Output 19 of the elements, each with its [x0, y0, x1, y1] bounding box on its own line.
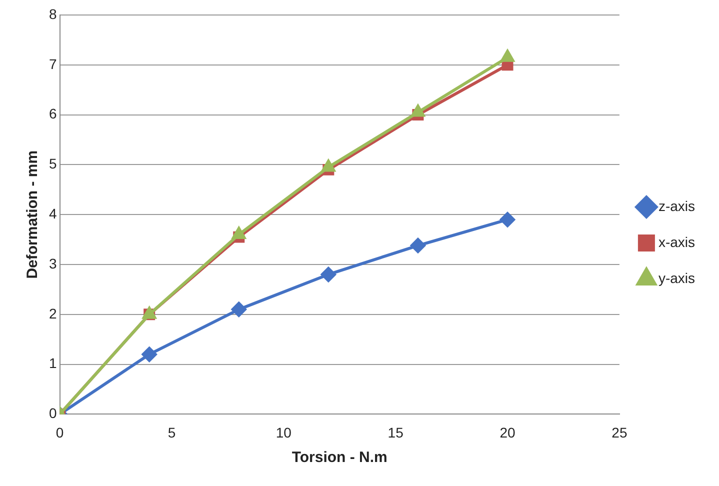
y-tick-label: 2	[48, 305, 57, 322]
y-tick-label: 4	[48, 205, 57, 222]
x-axis-title: Torsion - N.m	[292, 449, 388, 466]
y-tick-label: 8	[48, 6, 57, 22]
x-tick-label: 25	[612, 424, 628, 440]
y-axis-title: Deformation - mm	[24, 150, 42, 279]
x-tick-label: 20	[500, 424, 516, 440]
legend-label: z-axis	[658, 198, 696, 214]
legend-label: x-axis	[658, 234, 696, 250]
y-tick-label: 1	[48, 355, 57, 372]
x-tick-label: 10	[276, 424, 292, 440]
x-tick-label: 5	[168, 424, 176, 440]
y-tick-label: 6	[48, 106, 57, 122]
y-tick-label: 3	[48, 255, 57, 272]
y-tick-label: 0	[48, 405, 57, 422]
x-tick-label: 15	[388, 424, 404, 440]
legend-label: y-axis	[658, 270, 696, 286]
y-tick-label: 5	[48, 156, 57, 172]
y-tick-label: 7	[48, 56, 57, 72]
